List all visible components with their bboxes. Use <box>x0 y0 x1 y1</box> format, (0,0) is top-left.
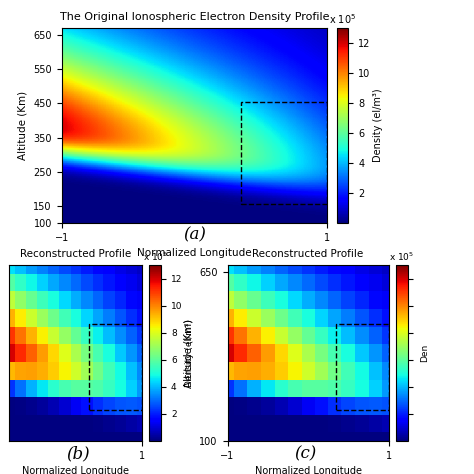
Title: The Original Ionospheric Electron Density Profile: The Original Ionospheric Electron Densit… <box>60 12 329 22</box>
Text: (a): (a) <box>183 227 206 243</box>
Bar <box>89 324 142 410</box>
X-axis label: Normalized Longitude: Normalized Longitude <box>137 248 252 258</box>
Text: (c): (c) <box>295 446 317 463</box>
Title: Reconstructed Profile: Reconstructed Profile <box>253 249 364 259</box>
Title: x 10$^5$: x 10$^5$ <box>329 12 356 26</box>
Title: Reconstructed Profile: Reconstructed Profile <box>20 249 131 259</box>
Bar <box>241 102 327 204</box>
Y-axis label: Altitude (Km): Altitude (Km) <box>18 91 27 160</box>
X-axis label: Normalized Longitude: Normalized Longitude <box>255 466 362 474</box>
Y-axis label: Density (el/m³): Density (el/m³) <box>373 89 383 163</box>
X-axis label: Normalized Longitude: Normalized Longitude <box>22 466 129 474</box>
Title: x 10$^5$: x 10$^5$ <box>389 251 414 263</box>
Bar <box>336 324 389 410</box>
Title: x 10$^5$: x 10$^5$ <box>143 251 168 263</box>
Y-axis label: Den: Den <box>420 344 429 362</box>
Y-axis label: Density (el/m³): Density (el/m³) <box>185 319 194 387</box>
Text: (b): (b) <box>66 446 90 463</box>
Y-axis label: Altitude (Km): Altitude (Km) <box>184 319 194 388</box>
